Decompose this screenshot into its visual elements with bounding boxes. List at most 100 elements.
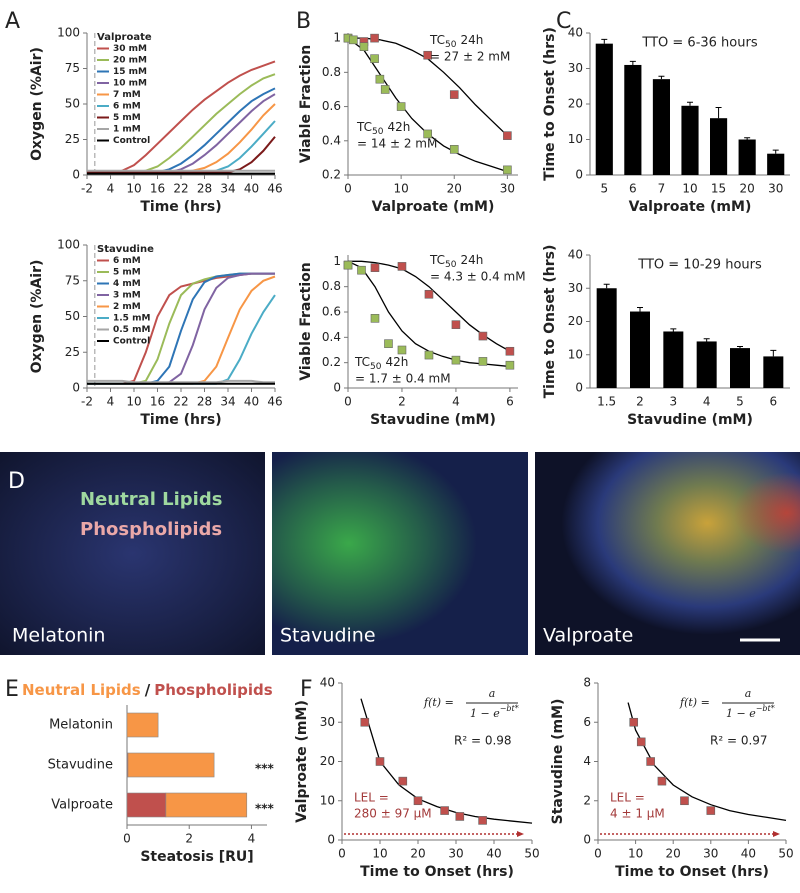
annotation: TC50 42h: [356, 120, 410, 137]
legend-label: 15 mM: [113, 67, 147, 77]
legend-label: 0.5 mM: [113, 325, 150, 335]
y-tick-label: 25: [65, 345, 80, 359]
annotation-subscript: 50: [370, 362, 382, 372]
panel-label: C: [556, 9, 571, 34]
y-tick-label: 0: [575, 168, 583, 182]
annotation-value: = 1.7 ± 0.4 mM: [355, 372, 451, 386]
legend-label: 5 mM: [113, 113, 141, 123]
y-tick-label: 0: [333, 381, 341, 395]
data-point: [503, 165, 512, 175]
significance: ***: [255, 802, 275, 816]
data-point: [657, 776, 667, 786]
bar: [663, 331, 684, 388]
micrographs: D Neutral Lipids Phospholipids Melatonin…: [0, 452, 800, 655]
x-tick-label: 40: [741, 847, 756, 861]
bar: [595, 43, 613, 176]
legend-label: 2 mM: [113, 302, 141, 312]
error-bar: [703, 338, 710, 342]
y-tick-label: 2: [583, 793, 591, 807]
x-axis-label: Time to Onset (hrs): [615, 864, 769, 880]
data-point: [360, 717, 370, 727]
x-tick-label: 1.5: [597, 395, 616, 409]
data-point: [375, 74, 385, 84]
y-tick-label: 100: [57, 26, 80, 40]
data-point: [396, 102, 406, 111]
x-tick-label: 6: [629, 182, 637, 196]
y-tick-label: 4: [583, 754, 591, 768]
y-tick-label: 20: [568, 97, 583, 111]
data-point: [370, 54, 379, 63]
data-point: [455, 812, 465, 821]
data-point: [440, 806, 449, 815]
annotation-value: = 14 ± 2 mM: [357, 137, 437, 151]
data-point: [398, 776, 408, 786]
x-tick-label: 4: [703, 395, 711, 409]
formula-denominator-text: 1 − e: [470, 707, 500, 720]
data-point: [424, 350, 434, 360]
y-axis-label: Time to Onset (hrs): [542, 245, 558, 399]
x-tick-label: 28: [197, 395, 212, 409]
bar-segment: [126, 712, 159, 738]
x-tick-label: 4: [107, 395, 115, 409]
x-tick-label: 20: [666, 847, 681, 861]
y-tick-label: 100: [57, 238, 80, 252]
legend-label: 6 mM: [113, 102, 141, 112]
image-label: Valproate: [543, 625, 633, 647]
x-tick-label: 16: [150, 182, 165, 196]
x-tick-label: 46: [267, 395, 282, 409]
series-line: [87, 73, 276, 174]
y-tick-label: 40: [568, 26, 583, 40]
formula-lhs: f(t) =: [423, 696, 454, 709]
annotation-label: TC: [429, 253, 445, 267]
legend-label: 5 mM: [113, 268, 141, 278]
data-point: [423, 50, 432, 60]
x-tick-label: 22: [173, 182, 188, 196]
y-tick-label: 0.6: [322, 305, 341, 319]
annotation-value: = 27 ± 2 mM: [430, 50, 510, 64]
y-tick-label: 0.6: [322, 99, 341, 113]
micrograph-overlay: [535, 452, 800, 655]
y-tick-label: Melatonin: [49, 718, 113, 733]
annotation-suffix: 24h: [460, 253, 483, 267]
y-tick-label: Stavudine: [48, 758, 113, 773]
x-tick-label: 2: [636, 395, 644, 409]
legend: Neutral Lipids / Phospholipids: [22, 681, 273, 699]
error-bar: [658, 75, 665, 80]
x-tick-label: 2: [185, 832, 193, 846]
y-tick-label: 0: [72, 381, 80, 395]
formula-denominator: 1 − e−bt*: [470, 704, 519, 720]
x-tick-label: 34: [220, 395, 235, 409]
y-tick-label: 0.4: [322, 330, 341, 344]
y-tick-label: 40: [320, 676, 335, 690]
formula-exponent: −bt*: [500, 704, 519, 713]
y-tick-label: 1: [333, 254, 341, 268]
x-tick-label: 50: [524, 847, 539, 861]
y-axis-label: Viable Fraction: [298, 262, 314, 380]
error-bar: [715, 107, 722, 119]
legend-title: Valproate: [97, 32, 152, 43]
data-point: [357, 265, 366, 275]
bar: [652, 79, 670, 175]
y-tick-label: 0.8: [322, 65, 341, 79]
x-tick-label: 4: [248, 832, 256, 846]
bar: [624, 64, 642, 175]
error-bar: [770, 349, 777, 357]
x-tick-label: 5: [600, 182, 608, 196]
x-tick-label: 30: [703, 847, 718, 861]
y-axis-label: Time to Onset (hrs): [542, 27, 558, 181]
data-point: [646, 757, 655, 766]
formula-lhs: f(t) =: [679, 696, 710, 709]
annotation-suffix: 42h: [385, 355, 408, 369]
panel-label: A: [5, 9, 20, 34]
x-axis-label: Stavudine (mM): [627, 412, 753, 428]
y-tick-label: 0: [327, 833, 335, 847]
y-tick-label: 20: [320, 754, 335, 768]
data-point: [397, 262, 407, 271]
legend-label: 4 mM: [113, 279, 141, 289]
error-bar: [687, 101, 693, 106]
x-tick-label: 10: [628, 847, 643, 861]
annotation: TC50 42h: [354, 355, 408, 372]
lel-label: 4 ± 1 µM: [610, 807, 665, 821]
data-point: [451, 320, 461, 329]
data-point: [478, 331, 488, 341]
